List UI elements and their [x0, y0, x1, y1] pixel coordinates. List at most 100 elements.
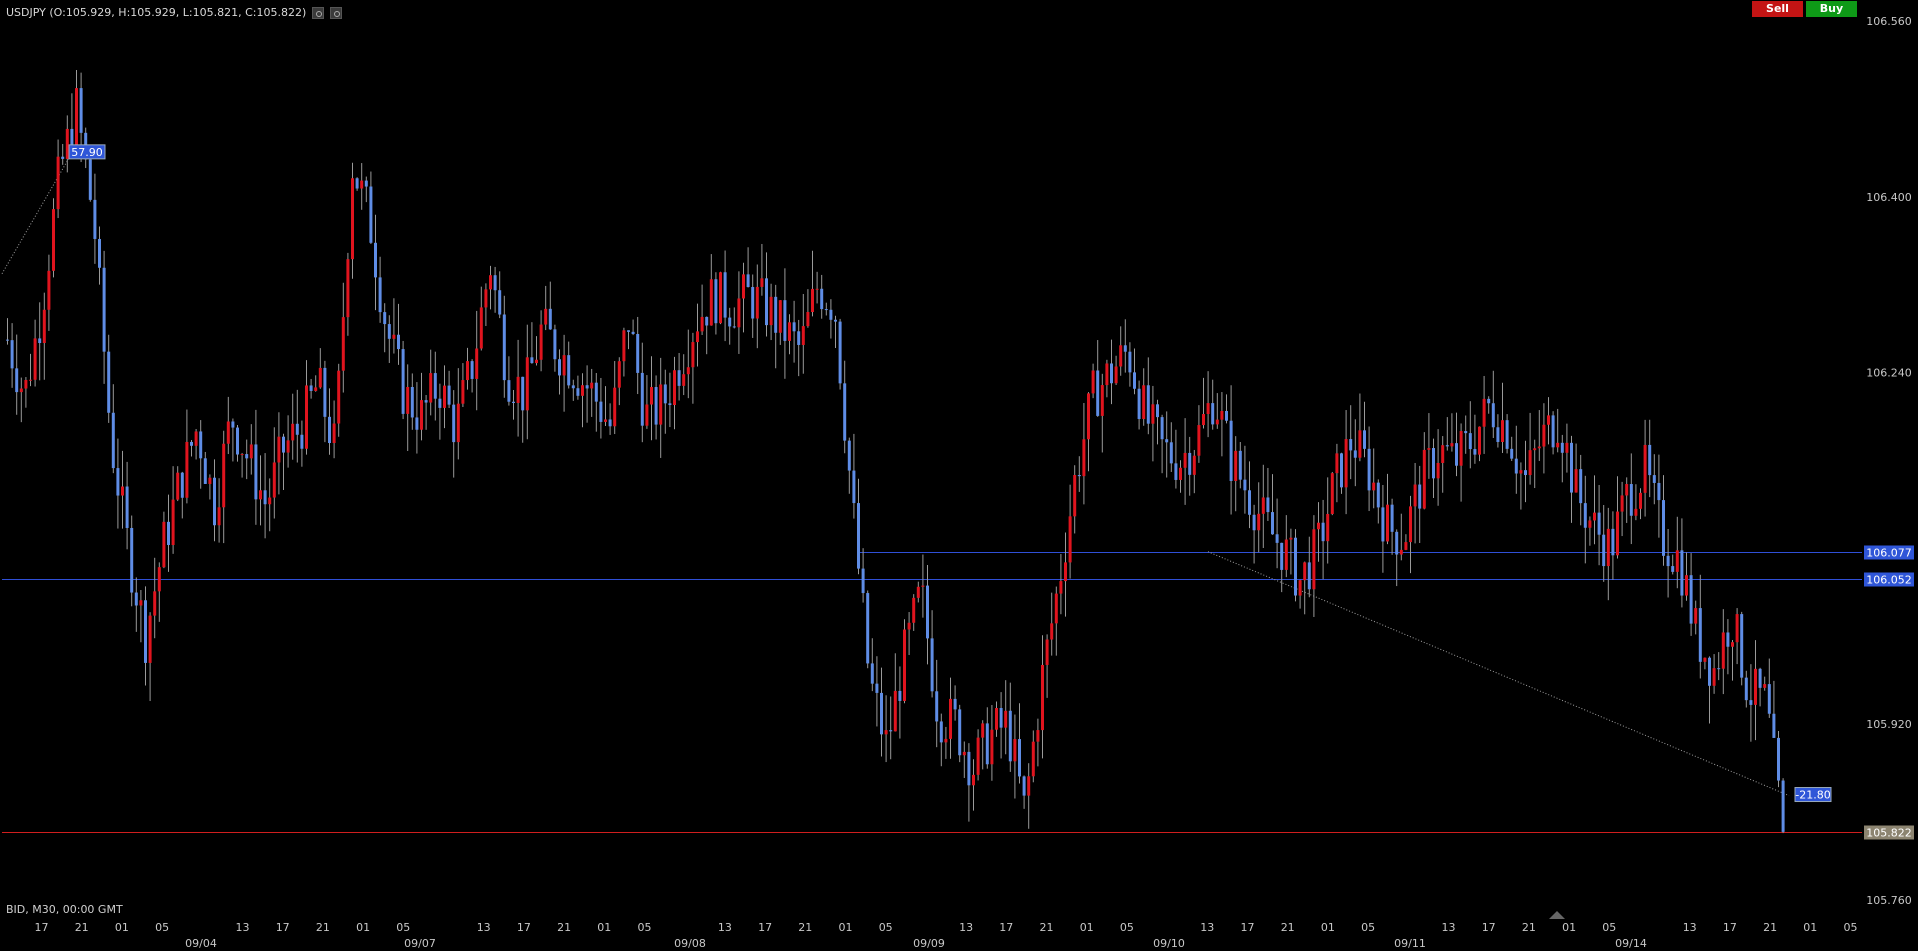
y-tick-label: 105.920: [1866, 718, 1912, 731]
candle-body: [1317, 522, 1320, 530]
candle-body: [857, 503, 860, 569]
candle-body: [1367, 448, 1371, 491]
candle-body: [1583, 503, 1587, 528]
candle-body: [1629, 484, 1633, 516]
candle-body: [654, 387, 658, 425]
x-date-label: 09/08: [674, 937, 706, 950]
candle-body: [415, 417, 419, 430]
candle-body: [1096, 370, 1100, 416]
candle-body: [309, 385, 313, 391]
candle-body: [912, 597, 916, 623]
candle-body: [1432, 448, 1435, 479]
candle-body: [208, 477, 212, 484]
candle-body: [1671, 566, 1675, 572]
x-tick-label: 05: [879, 921, 893, 934]
settings-icon[interactable]: [312, 6, 325, 19]
x-date-label: 09/11: [1394, 937, 1426, 950]
candle-body: [19, 388, 23, 393]
candle-body: [171, 499, 175, 546]
candle-body: [1593, 512, 1596, 521]
buy-button[interactable]: Buy: [1806, 1, 1857, 17]
candle-body: [594, 382, 598, 402]
trend-value-label: 57.90: [71, 146, 103, 159]
candle-body: [1542, 424, 1546, 447]
candle-body: [728, 317, 732, 327]
candle-body: [364, 180, 368, 187]
candle-body: [829, 309, 833, 320]
candle-body: [659, 384, 663, 425]
sell-button[interactable]: Sell: [1752, 1, 1803, 17]
candle-body: [1519, 470, 1523, 474]
candle-body: [429, 373, 433, 403]
candlesticks: [6, 69, 1785, 834]
y-tick-label: 106.400: [1866, 191, 1912, 204]
candle-body: [990, 729, 994, 765]
candle-body: [1445, 445, 1449, 447]
candle-body: [433, 373, 437, 399]
horizontal-lines: [2, 552, 1862, 833]
candle-body: [153, 591, 157, 616]
candle-body: [236, 427, 239, 455]
candle-body: [1721, 632, 1725, 669]
candle-body: [355, 178, 359, 189]
candle-body: [291, 423, 295, 441]
trendline-1[interactable]: [1, 152, 73, 274]
candle-body: [1257, 513, 1261, 531]
candle-body: [691, 342, 695, 368]
candle-body: [585, 385, 589, 389]
candle-body: [820, 288, 824, 310]
candle-body: [746, 274, 750, 288]
candle-body: [884, 730, 888, 735]
candle-body: [1238, 450, 1242, 480]
candle-body: [249, 444, 253, 459]
x-tick-label: 13: [1683, 921, 1697, 934]
x-tick-label: 01: [839, 921, 853, 934]
candle-body: [443, 385, 446, 408]
candle-body: [696, 331, 699, 343]
candle-body: [1390, 504, 1394, 532]
candle-body: [673, 370, 676, 406]
candle-body: [608, 419, 612, 427]
x-tick-label: 13: [1442, 921, 1456, 934]
price-label-bg: [1864, 572, 1914, 587]
candle-body: [1363, 430, 1366, 449]
candle-body: [1763, 684, 1767, 688]
candle-body: [277, 436, 281, 463]
x-tick-label: 01: [1562, 921, 1576, 934]
candle-body: [1685, 575, 1688, 596]
candle-body: [544, 308, 548, 325]
candle-body: [1087, 393, 1090, 440]
candle-body: [337, 370, 341, 424]
candle-body: [300, 434, 304, 449]
candle-body: [1744, 677, 1748, 701]
candle-body: [636, 334, 640, 373]
x-tick-label: 05: [1120, 921, 1134, 934]
candle-body: [622, 330, 626, 362]
candle-body: [548, 308, 552, 330]
candle-body: [613, 387, 617, 427]
candle-body: [668, 403, 672, 406]
candle-body: [217, 507, 221, 526]
scroll-marker-icon[interactable]: [1549, 911, 1565, 919]
candle-body: [1344, 439, 1348, 488]
candle-body: [6, 339, 9, 341]
x-tick-label: 13: [1200, 921, 1214, 934]
candle-body: [916, 586, 920, 598]
candle-body: [1413, 484, 1417, 507]
candle-body: [167, 521, 170, 546]
candle-body: [1050, 623, 1054, 640]
x-tick-label: 17: [758, 921, 772, 934]
candle-body: [1271, 512, 1274, 535]
candle-body: [1156, 404, 1159, 418]
candle-body: [1602, 534, 1606, 567]
candle-body: [452, 404, 456, 443]
candle-body: [378, 277, 382, 313]
candle-body: [162, 521, 166, 568]
close-icon[interactable]: [330, 6, 343, 19]
candle-body: [1202, 414, 1205, 426]
candle-body: [461, 380, 465, 404]
candle-body: [47, 270, 51, 310]
candle-body: [1326, 513, 1330, 542]
candle-body: [1284, 539, 1288, 570]
